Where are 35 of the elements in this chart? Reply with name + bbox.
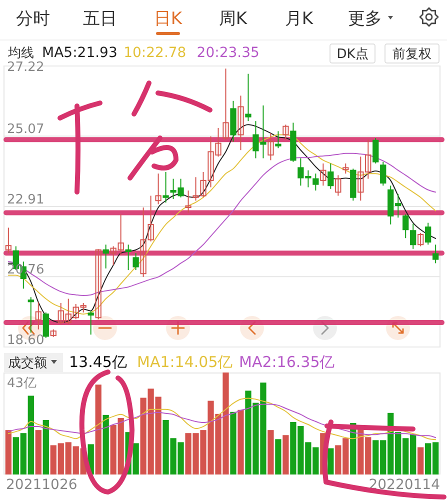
bar — [42, 420, 49, 474]
legend-title: 均线 — [7, 46, 34, 61]
y-tick-label: 25.07 — [7, 122, 44, 138]
text: 周K — [218, 9, 248, 29]
text: 13.45亿 — [69, 353, 127, 371]
text: 20211026 — [6, 477, 78, 493]
bar — [418, 447, 424, 474]
bar — [102, 414, 109, 474]
bar — [5, 430, 12, 474]
y-tick-label: 18.60 — [7, 333, 44, 348]
bar — [275, 439, 282, 474]
text: 10:22.78 — [124, 45, 186, 61]
y-tick-label: 27.22 — [7, 60, 44, 75]
bar — [328, 448, 334, 474]
bar — [230, 412, 236, 474]
bar — [238, 410, 244, 474]
text: 分时 — [16, 9, 50, 29]
text: 更多 — [348, 9, 382, 29]
text: 日K — [154, 9, 183, 29]
text: MA5:21.93 — [42, 45, 118, 61]
annotation: 43亿 — [7, 376, 37, 391]
bar — [282, 435, 289, 474]
text: MA2:16.35亿 — [239, 353, 335, 371]
text: 五日 — [83, 9, 117, 29]
y-tick-label: 22.91 — [7, 192, 44, 208]
text: 20:23.35 — [196, 45, 260, 61]
text: 前复权 — [392, 47, 432, 62]
series-label: MA1:14.05亿 — [137, 353, 233, 371]
bar — [268, 430, 274, 474]
text: 月K — [284, 9, 314, 29]
bar — [35, 430, 42, 474]
legend-title: 成交额 — [8, 355, 47, 371]
text: DK点 — [336, 47, 368, 62]
text: 20220114 — [368, 477, 440, 493]
bar — [95, 384, 102, 474]
